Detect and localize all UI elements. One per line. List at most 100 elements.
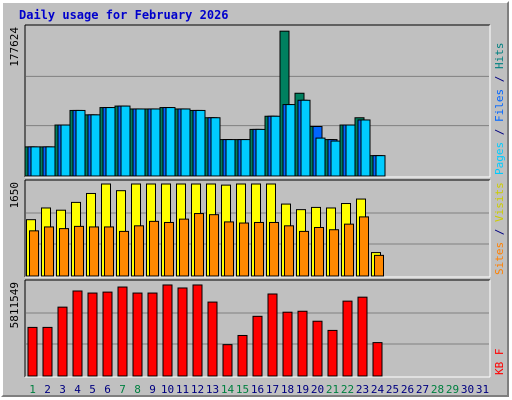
bar-pages-day-6 [105,107,116,177]
bar-sites-day-23 [359,216,369,277]
x-tick-label-day-4: 4 [74,383,81,396]
legend-part: Sites [493,242,506,275]
bar-kb-f-day-21 [327,329,338,377]
legend-part: / [493,69,506,89]
x-tick-label-day-20: 20 [311,383,324,396]
bar-sites-day-2 [44,226,54,277]
bar-sites-day-18 [284,225,294,277]
bar-kb-f-day-14 [222,344,233,377]
bar-pages-day-9 [150,108,161,177]
legend-part: / [493,122,506,142]
x-tick-label-day-15: 15 [236,383,249,396]
bar-kb-f-day-17 [267,293,278,377]
bar-sites-day-22 [344,223,354,277]
bar-kb-f-day-2 [42,326,53,377]
bar-kb-f-day-3 [57,306,68,377]
x-tick-label-day-22: 22 [341,383,354,396]
x-tick-label-day-24: 24 [371,383,385,396]
x-tick-label-day-5: 5 [89,383,96,396]
bar-kb-f-day-18 [282,311,293,377]
bar-sites-day-5 [89,226,99,277]
bar-pages-day-15 [240,139,251,177]
bar-pages-day-1 [30,146,41,177]
bar-sites-day-24 [374,254,384,277]
bar-kb-f-day-15 [237,334,248,377]
panel-hits-files-pages-max-label: 177624 [8,27,21,67]
x-tick-label-day-19: 19 [296,383,309,396]
bar-pages-day-12 [195,109,206,177]
bar-pages-day-10 [165,107,176,177]
x-tick-label-day-2: 2 [44,383,51,396]
legend-part: Hits [493,43,506,70]
bar-sites-day-15 [239,222,249,277]
bar-pages-day-17 [270,115,281,177]
x-tick-label-day-10: 10 [161,383,174,396]
bar-pages-day-8 [135,108,146,177]
bar-pages-day-7 [120,105,131,177]
bar-pages-day-23 [360,119,371,177]
x-tick-label-day-1: 1 [29,383,36,396]
legend-part: KB F [493,349,506,376]
bar-pages-day-2 [45,146,56,177]
bar-sites-day-21 [329,229,339,277]
bar-pages-day-18 [285,104,296,177]
bar-sites-day-17 [269,221,279,277]
x-tick-label-day-6: 6 [104,383,111,396]
bar-kb-f-day-20 [312,320,323,377]
bar-pages-day-22 [345,124,356,177]
panel-visits-sites-max-label: 1650 [8,182,21,209]
bar-pages-day-3 [60,124,71,177]
bar-sites-day-19 [299,230,309,277]
bar-sites-day-11 [179,218,189,277]
legend-part: / [493,222,506,242]
bar-sites-day-10 [164,221,174,277]
bar-kb-f-day-9 [147,292,158,377]
legend-part: Pages [493,142,506,175]
x-tick-label-day-9: 9 [149,383,156,396]
x-tick-label-day-3: 3 [59,383,66,396]
bar-sites-day-8 [134,225,144,277]
bar-sites-day-16 [254,221,264,277]
bar-kb-f-day-1 [27,326,38,377]
bar-sites-day-3 [59,228,69,277]
x-tick-label-day-16: 16 [251,383,264,396]
bar-kb-f-day-10 [162,284,173,377]
panel-kbytes-max-label: 5811549 [8,282,21,328]
x-tick-label-day-26: 26 [401,383,414,396]
bar-pages-day-4 [75,109,86,177]
bar-pages-day-11 [180,108,191,177]
x-tick-label-day-23: 23 [356,383,369,396]
bar-kb-f-day-22 [342,300,353,377]
x-tick-label-day-7: 7 [119,383,126,396]
x-tick-label-day-27: 27 [416,383,429,396]
panel-kbytes-legend: KB F [493,349,506,376]
bar-sites-day-1 [29,230,39,277]
bar-pages-day-19 [300,99,311,177]
bar-sites-day-13 [209,214,219,277]
x-tick-label-day-12: 12 [191,383,204,396]
panel-visits-sites-legend: Sites / Visits [493,182,506,275]
bar-kb-f-day-5 [87,292,98,377]
bar-kb-f-day-16 [252,315,263,377]
x-tick-label-day-11: 11 [176,383,189,396]
bar-sites-day-9 [149,220,159,277]
x-tick-label-day-17: 17 [266,383,279,396]
x-tick-label-day-28: 28 [431,383,444,396]
bar-sites-day-20 [314,226,324,277]
bar-sites-day-7 [119,230,129,277]
bar-pages-day-5 [90,114,101,177]
bar-pages-day-20 [315,137,326,177]
panel-hits-files-pages-legend: Pages / Files / Hits [493,43,506,176]
bar-kb-f-day-11 [177,287,188,377]
bar-pages-day-14 [225,139,236,177]
x-tick-label-day-13: 13 [206,383,219,396]
bar-kb-f-day-8 [132,292,143,377]
bar-pages-day-16 [255,128,266,177]
x-tick-label-day-25: 25 [386,383,399,396]
x-tick-label-day-18: 18 [281,383,294,396]
bar-kb-f-day-6 [102,291,113,377]
bar-kb-f-day-23 [357,296,368,377]
bar-sites-day-6 [104,226,114,277]
bar-kb-f-day-19 [297,310,308,377]
